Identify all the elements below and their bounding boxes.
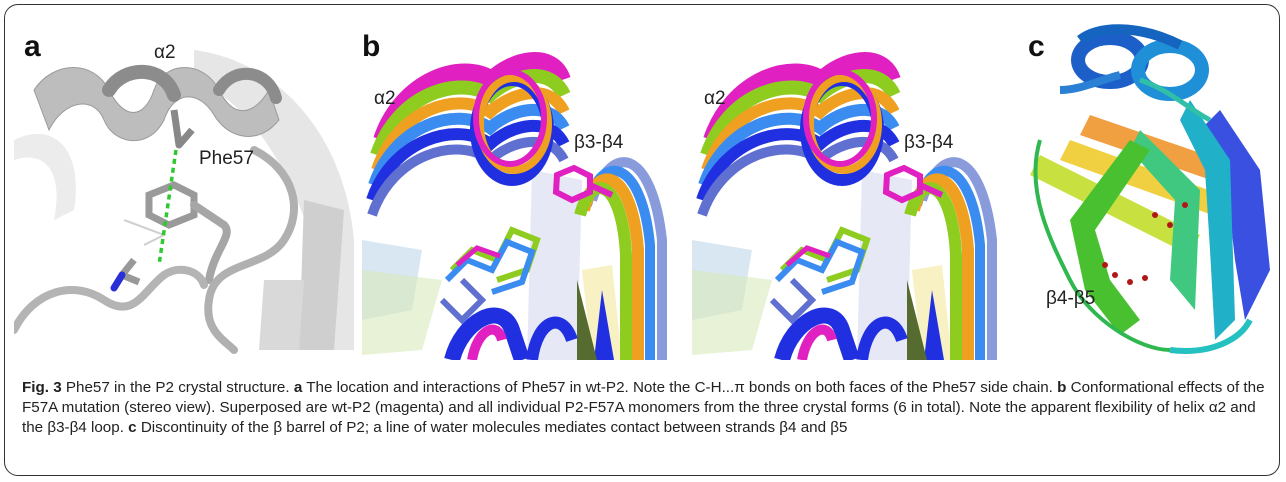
- panel-c-strands-label: β4-β5: [1046, 288, 1096, 309]
- caption-b-label: b: [1057, 379, 1067, 396]
- panel-b: b α2 β3-β4 α2 β3-β4: [362, 20, 1018, 360]
- panel-b-right-helix-label: α2: [704, 88, 726, 109]
- panel-a-letter: a: [24, 30, 41, 63]
- caption-a-text: The location and interactions of Phe57 i…: [302, 379, 1058, 396]
- panel-b-letter: b: [362, 30, 381, 63]
- panel-c: c β4-β5: [1020, 20, 1276, 365]
- panel-c-letter: c: [1028, 30, 1045, 63]
- caption-c-text: Discontinuity of the β barrel of P2; a l…: [136, 419, 848, 436]
- panel-b-right-loop-label: β3-β4: [904, 132, 954, 153]
- panel-a-helix-label: α2: [154, 42, 176, 63]
- panel-a-image: [14, 50, 354, 354]
- panel-a: a α2 Phe57: [14, 20, 364, 360]
- panel-b-left-image: [362, 20, 684, 360]
- panel-c-image: [1030, 24, 1270, 354]
- caption-a-label: a: [293, 379, 303, 396]
- panel-b-right-image: [692, 20, 1014, 360]
- caption-title: Phe57 in the P2 crystal structure.: [61, 379, 294, 396]
- panel-b-left-loop-label: β3-β4: [574, 132, 624, 153]
- panel-b-left-helix-label: α2: [374, 88, 396, 109]
- caption-c-label: c: [128, 419, 137, 436]
- figure-frame: [4, 4, 1280, 476]
- panel-a-residue-label: Phe57: [199, 148, 254, 169]
- caption-b-text: Conformational effects of the F57A mutat…: [22, 379, 1265, 436]
- figure-caption: Fig. 3 Phe57 in the P2 crystal structure…: [22, 378, 1266, 438]
- caption-fig-label: Fig. 3: [22, 379, 62, 396]
